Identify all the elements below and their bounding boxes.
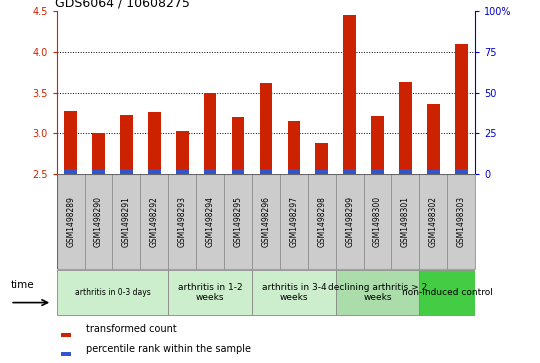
FancyBboxPatch shape: [447, 174, 475, 269]
Bar: [204, 169, 217, 174]
Bar: [176, 131, 188, 174]
FancyBboxPatch shape: [336, 174, 363, 269]
Bar: [148, 112, 160, 174]
Bar: [64, 111, 77, 174]
Text: GSM1498303: GSM1498303: [457, 196, 465, 247]
Bar: [64, 169, 77, 174]
Text: GSM1498293: GSM1498293: [178, 196, 187, 247]
Bar: [232, 117, 244, 174]
Bar: [399, 82, 411, 174]
Bar: [343, 15, 356, 174]
FancyBboxPatch shape: [85, 174, 112, 269]
Text: time: time: [10, 280, 34, 290]
Text: arthritis in 1-2
weeks: arthritis in 1-2 weeks: [178, 282, 242, 302]
Text: arthritis in 3-4
weeks: arthritis in 3-4 weeks: [261, 282, 326, 302]
FancyBboxPatch shape: [224, 174, 252, 269]
Bar: [288, 169, 300, 174]
Text: GSM1498294: GSM1498294: [206, 196, 214, 247]
FancyBboxPatch shape: [280, 174, 308, 269]
Bar: [92, 170, 105, 174]
Bar: [92, 133, 105, 174]
Text: non-induced control: non-induced control: [402, 288, 492, 297]
Bar: [399, 169, 411, 174]
FancyBboxPatch shape: [57, 270, 168, 315]
Bar: [372, 169, 384, 174]
Bar: [315, 170, 328, 174]
Bar: [120, 169, 133, 174]
Text: transformed count: transformed count: [86, 324, 177, 334]
Text: GSM1498295: GSM1498295: [233, 196, 242, 247]
FancyBboxPatch shape: [168, 270, 252, 315]
FancyBboxPatch shape: [168, 174, 196, 269]
Bar: [427, 170, 440, 174]
FancyBboxPatch shape: [57, 174, 85, 269]
FancyBboxPatch shape: [252, 174, 280, 269]
Bar: [61, 333, 71, 337]
Bar: [260, 83, 272, 174]
Bar: [427, 104, 440, 174]
FancyBboxPatch shape: [336, 270, 420, 315]
Bar: [204, 93, 217, 174]
Text: GSM1498296: GSM1498296: [261, 196, 271, 247]
FancyBboxPatch shape: [252, 270, 336, 315]
FancyBboxPatch shape: [196, 174, 224, 269]
Bar: [176, 170, 188, 174]
FancyBboxPatch shape: [392, 174, 420, 269]
FancyBboxPatch shape: [112, 174, 140, 269]
Bar: [455, 169, 468, 174]
Bar: [315, 143, 328, 174]
Text: GSM1498291: GSM1498291: [122, 196, 131, 247]
Bar: [260, 169, 272, 174]
Text: GSM1498297: GSM1498297: [289, 196, 298, 247]
Text: GSM1498302: GSM1498302: [429, 196, 438, 247]
Text: GSM1498300: GSM1498300: [373, 196, 382, 247]
Bar: [372, 116, 384, 174]
Bar: [288, 121, 300, 174]
Text: GSM1498290: GSM1498290: [94, 196, 103, 247]
FancyBboxPatch shape: [420, 270, 475, 315]
Bar: [61, 352, 71, 356]
Bar: [455, 44, 468, 174]
Text: GSM1498289: GSM1498289: [66, 196, 75, 247]
Bar: [232, 169, 244, 174]
Text: GSM1498299: GSM1498299: [345, 196, 354, 247]
Text: GDS6064 / 10608275: GDS6064 / 10608275: [55, 0, 190, 10]
Bar: [343, 169, 356, 174]
Text: arthritis in 0-3 days: arthritis in 0-3 days: [75, 288, 150, 297]
Text: declining arthritis > 2
weeks: declining arthritis > 2 weeks: [328, 282, 427, 302]
Bar: [120, 115, 133, 174]
FancyBboxPatch shape: [363, 174, 392, 269]
Text: GSM1498292: GSM1498292: [150, 196, 159, 247]
Text: GSM1498298: GSM1498298: [318, 196, 326, 247]
FancyBboxPatch shape: [308, 174, 336, 269]
Bar: [148, 169, 160, 174]
FancyBboxPatch shape: [140, 174, 168, 269]
FancyBboxPatch shape: [420, 174, 447, 269]
Text: percentile rank within the sample: percentile rank within the sample: [86, 344, 251, 354]
Text: GSM1498301: GSM1498301: [401, 196, 410, 247]
